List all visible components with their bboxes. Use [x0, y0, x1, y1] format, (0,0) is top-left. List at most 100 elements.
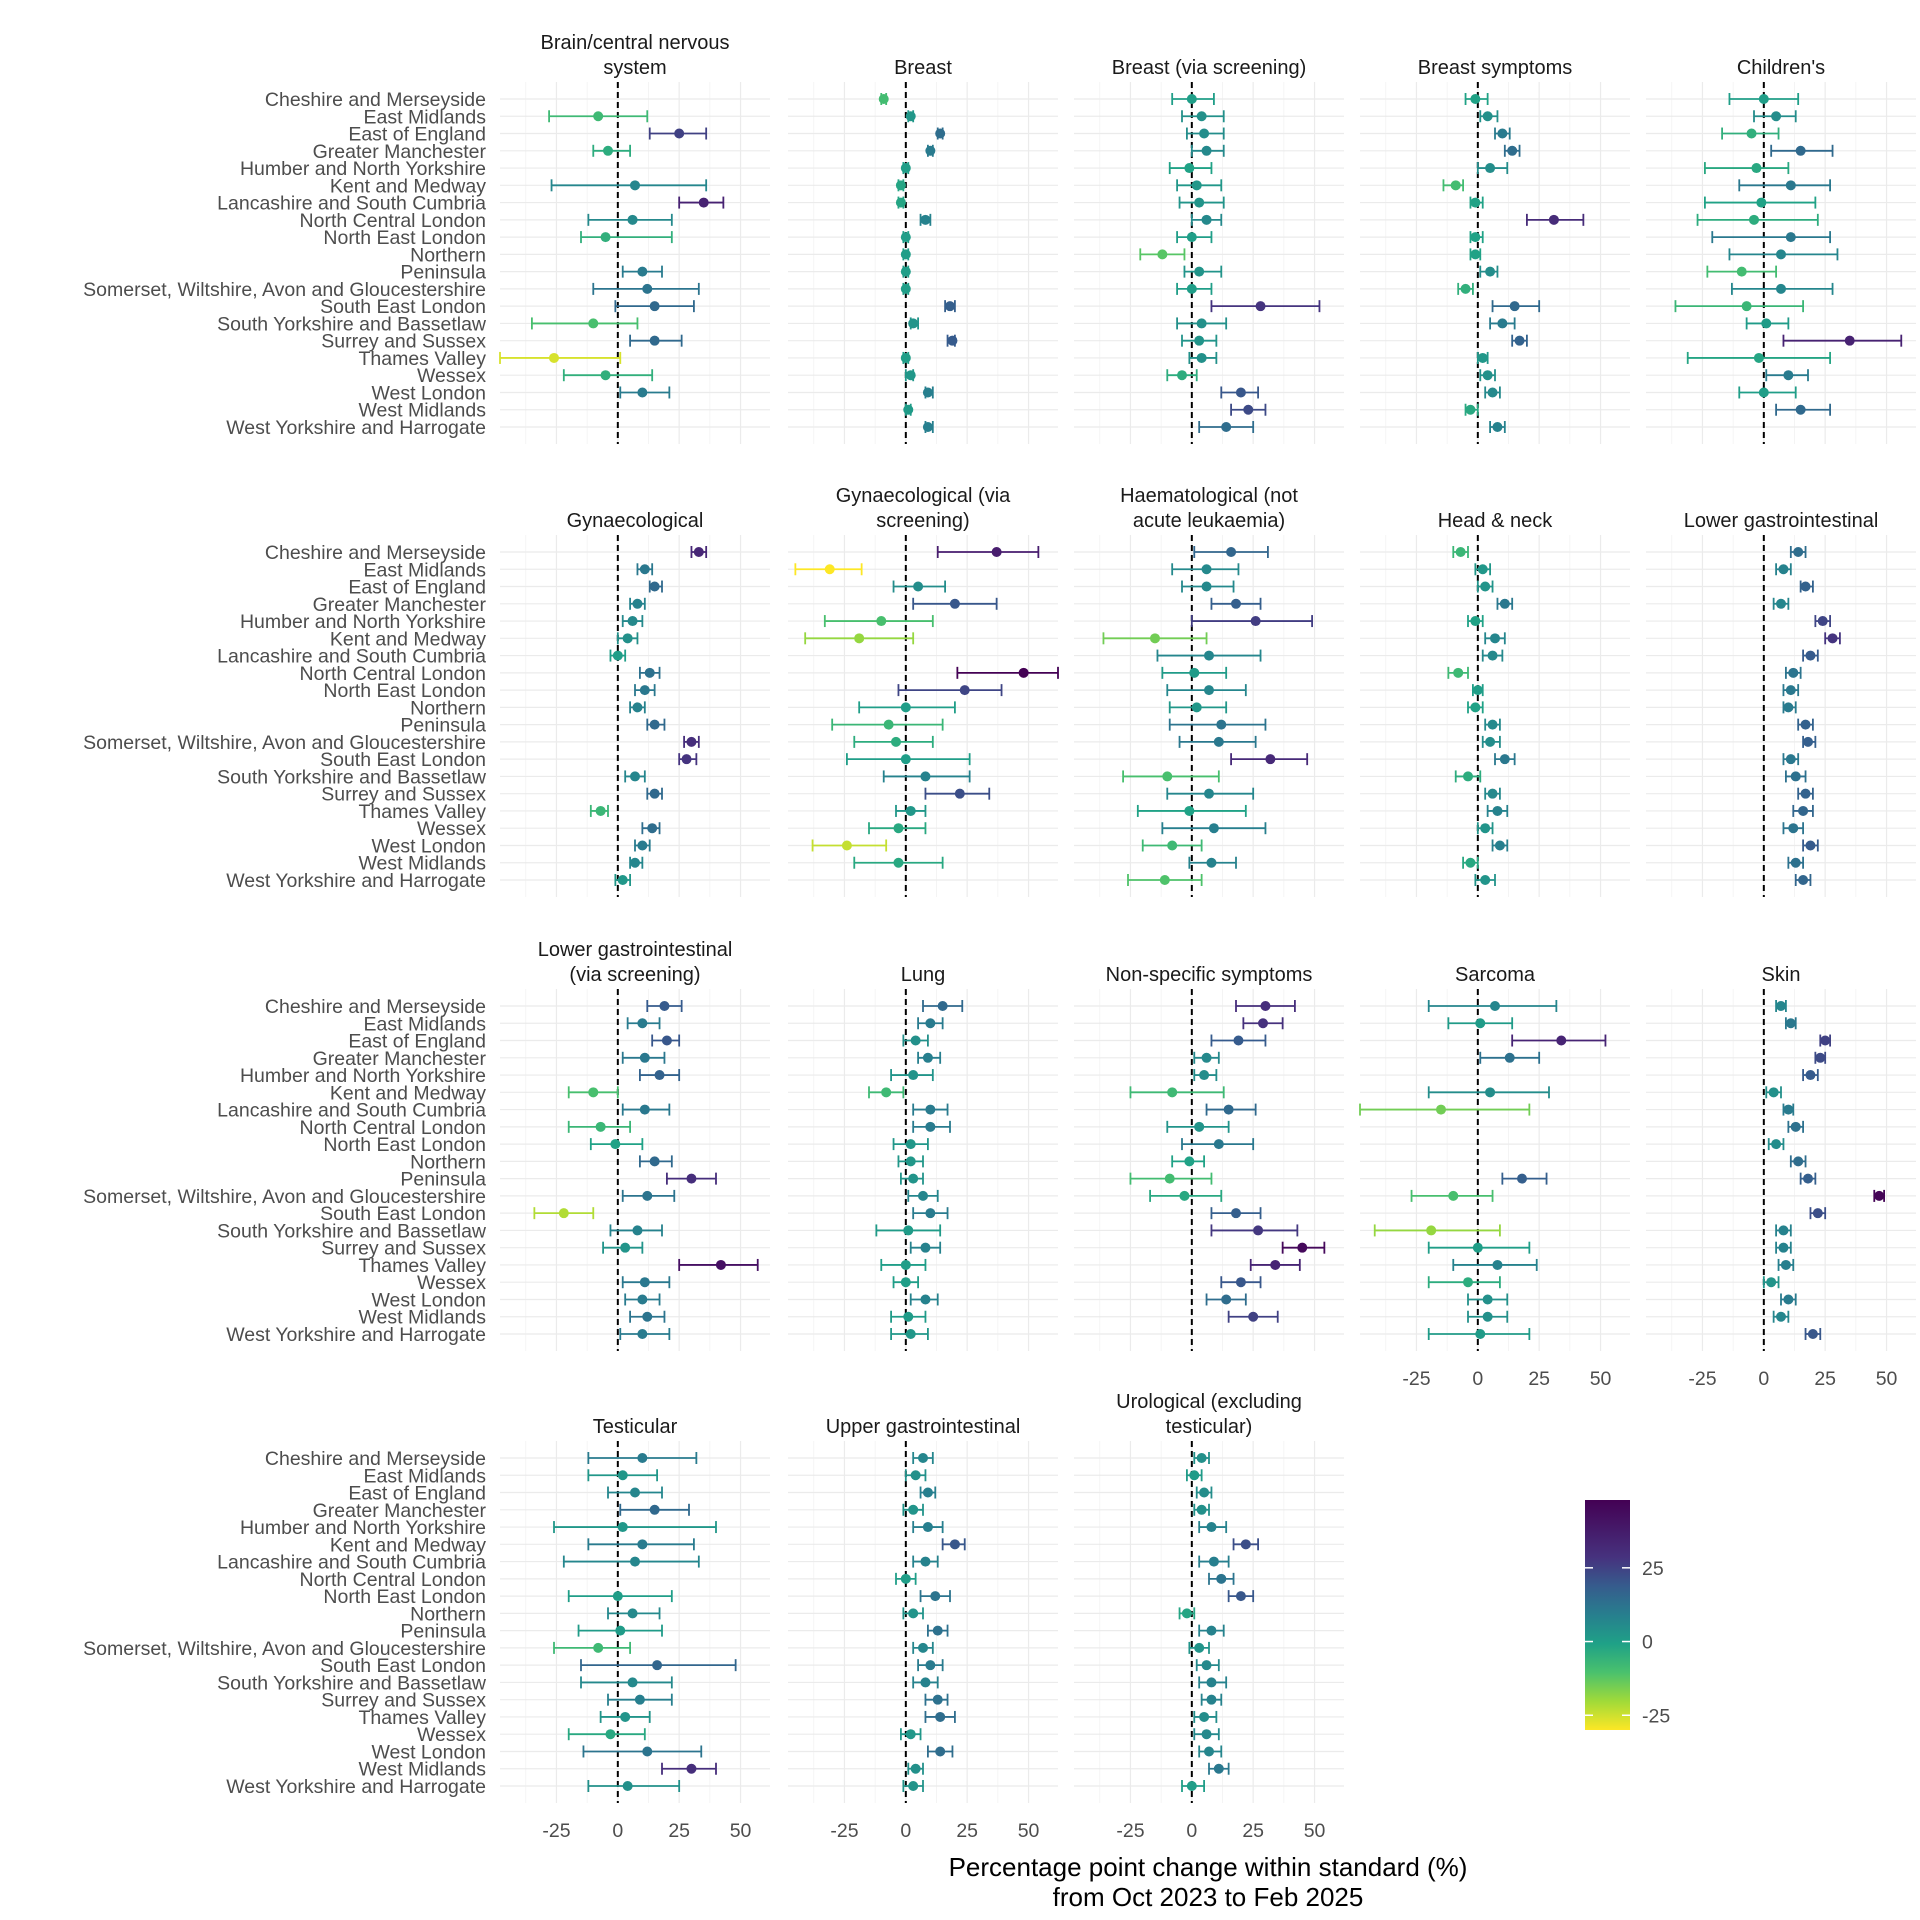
estimate-dot [883, 719, 894, 730]
estimate-dot [1167, 1087, 1178, 1098]
data-point [567, 1728, 646, 1741]
estimate-dot [905, 1156, 916, 1167]
estimate-dot [1191, 702, 1202, 713]
facet-title: Children's [1737, 57, 1825, 79]
region-label: South Yorkshire and Bassetlaw [217, 1220, 487, 1242]
data-point [1789, 1155, 1807, 1168]
data-point [1479, 110, 1499, 123]
estimate-dot [1177, 370, 1187, 381]
estimate-dot [935, 1711, 946, 1722]
data-point [1802, 649, 1819, 662]
data-point [587, 213, 673, 226]
data-point [1476, 351, 1489, 364]
data-point [1469, 248, 1482, 261]
data-point [1193, 546, 1269, 558]
data-point [1427, 1086, 1550, 1099]
data-point [1181, 110, 1225, 123]
region-label: East Midlands [364, 1013, 487, 1035]
data-point [1797, 718, 1814, 731]
estimate-dot [1186, 283, 1197, 294]
estimate-dot [637, 840, 648, 851]
region-label: Humber and North Yorkshire [240, 611, 486, 633]
estimate-dot [910, 1763, 921, 1774]
estimate-dot [649, 1156, 660, 1167]
estimate-dot [1470, 197, 1481, 208]
data-point [1129, 1086, 1225, 1099]
estimate-dot [1807, 1329, 1818, 1339]
region-label: Greater Manchester [313, 594, 487, 616]
region-label: Lancashire and South Cumbria [217, 1552, 486, 1574]
data-point [924, 1693, 949, 1706]
estimate-dot [945, 301, 955, 312]
estimate-dot [1213, 736, 1224, 747]
data-point [1782, 822, 1804, 835]
data-point [646, 1000, 683, 1012]
estimate-dot [905, 370, 916, 381]
estimate-dot [1470, 616, 1481, 627]
estimate-dot [1199, 1487, 1210, 1498]
estimate-dot [588, 318, 599, 329]
estimate-dot [900, 163, 911, 174]
estimate-dot [1199, 1070, 1210, 1081]
estimate-dot [922, 1487, 933, 1498]
data-point [1479, 1051, 1541, 1064]
region-label: North East London [323, 227, 486, 249]
facet-panel: Haematological (not acute leukaemia) [1074, 485, 1344, 897]
data-point [912, 1452, 934, 1464]
data-point [794, 563, 863, 576]
x-tick-label: -25 [1402, 1368, 1430, 1390]
estimate-dot [1805, 1070, 1816, 1081]
data-point [619, 386, 671, 399]
data-point [907, 1189, 939, 1202]
data-point [1210, 300, 1321, 313]
estimate-dot [652, 1660, 663, 1671]
data-point [1484, 632, 1506, 645]
data-point [1802, 1069, 1819, 1082]
estimate-dot [1184, 163, 1195, 174]
x-tick-label: 25 [668, 1820, 690, 1842]
estimate-dot [908, 1608, 919, 1619]
facet-title: Skin [1762, 964, 1801, 986]
estimate-dot [1164, 1173, 1175, 1184]
estimate-dot [1485, 736, 1496, 747]
data-point [1166, 787, 1255, 800]
estimate-dot [637, 1018, 648, 1029]
data-point [1166, 369, 1198, 382]
region-label: Greater Manchester [313, 1500, 487, 1522]
estimate-dot [1758, 387, 1769, 398]
data-point [1190, 144, 1225, 157]
facet-panel: Urological (excluding testicular) -25 0 25 50 [1074, 1391, 1344, 1842]
data-point [1494, 127, 1511, 140]
data-point [567, 1590, 673, 1603]
estimate-dot [1490, 1001, 1500, 1011]
estimate-dot [1771, 111, 1782, 122]
estimate-dot [1783, 1104, 1794, 1115]
estimate-dot [900, 1573, 911, 1584]
estimate-dot [1201, 1052, 1212, 1063]
region-label: Surrey and Sussex [321, 1238, 486, 1260]
estimate-dot [1201, 1660, 1212, 1671]
estimate-dot [1206, 1677, 1217, 1688]
estimate-dot [1201, 1729, 1212, 1740]
data-point [1442, 179, 1464, 192]
data-point [1873, 1189, 1885, 1202]
data-point [912, 597, 998, 610]
data-point [636, 563, 654, 576]
region-label: North Central London [300, 663, 486, 685]
region-label: East of England [348, 577, 486, 599]
estimate-dot [1194, 1121, 1205, 1132]
data-point [1484, 787, 1501, 800]
data-point [1696, 213, 1819, 226]
data-point [1476, 822, 1494, 835]
estimate-dot [637, 1453, 648, 1463]
data-point [607, 1607, 661, 1620]
facet-title: Gynaecological (via [836, 485, 1011, 507]
region-label: West Midlands [358, 1759, 486, 1781]
data-point [1814, 615, 1831, 628]
facet-panel: Breast (via screening) [1074, 57, 1344, 444]
estimate-dot [1194, 1642, 1205, 1653]
estimate-dot [630, 1556, 640, 1567]
data-point [878, 93, 889, 105]
estimate-dot [1785, 232, 1796, 243]
data-point [892, 580, 946, 593]
